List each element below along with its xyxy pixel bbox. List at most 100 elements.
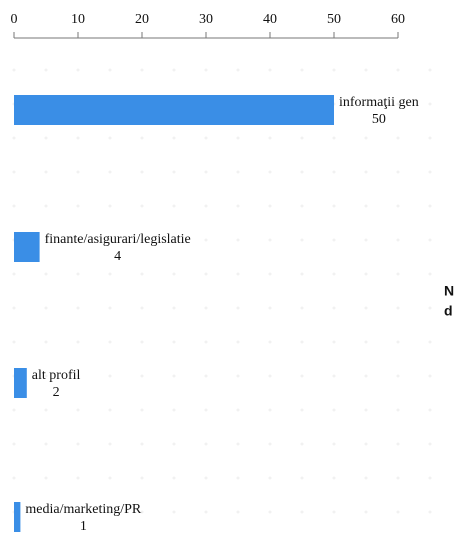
grid-dot xyxy=(428,442,432,446)
grid-dot xyxy=(236,476,240,480)
grid-dot xyxy=(396,340,400,344)
grid-dot xyxy=(76,340,80,344)
grid-dot xyxy=(332,204,336,208)
grid-dot xyxy=(300,408,304,412)
grid-dot xyxy=(268,408,272,412)
grid-dot xyxy=(12,340,16,344)
x-tick-label: 50 xyxy=(327,12,341,27)
grid-dot xyxy=(268,306,272,310)
annotation: d xyxy=(444,303,453,319)
grid-dot xyxy=(364,408,368,412)
grid-dot xyxy=(172,170,176,174)
grid-dot xyxy=(236,170,240,174)
grid-dot xyxy=(108,238,112,242)
grid-dot xyxy=(236,442,240,446)
grid-dot xyxy=(268,204,272,208)
grid-dot xyxy=(332,408,336,412)
grid-dot xyxy=(268,340,272,344)
grid-dot xyxy=(12,476,16,480)
category-label: alt profil xyxy=(32,368,81,383)
grid-dot xyxy=(140,238,144,242)
grid-dot xyxy=(108,510,112,514)
grid-dot xyxy=(140,68,144,72)
bar xyxy=(14,232,40,262)
grid-dot xyxy=(300,442,304,446)
grid-dot xyxy=(300,374,304,378)
grid-dot xyxy=(140,272,144,276)
grid-dot xyxy=(44,442,48,446)
grid-dot xyxy=(364,272,368,276)
grid-dot xyxy=(204,510,208,514)
grid-dot xyxy=(44,272,48,276)
grid-dot xyxy=(76,442,80,446)
grid-dot xyxy=(172,306,176,310)
grid-dot xyxy=(76,68,80,72)
x-tick-label: 60 xyxy=(391,12,405,27)
grid-dot xyxy=(172,68,176,72)
grid-dot xyxy=(300,238,304,242)
grid-dot xyxy=(396,102,400,106)
grid-dot xyxy=(364,102,368,106)
grid-dot xyxy=(12,204,16,208)
grid-dot xyxy=(396,374,400,378)
grid-dot xyxy=(108,374,112,378)
grid-dot xyxy=(396,306,400,310)
grid-dot xyxy=(108,204,112,208)
grid-dot xyxy=(204,170,208,174)
grid-dot xyxy=(396,408,400,412)
grid-dot xyxy=(76,374,80,378)
grid-dot xyxy=(204,408,208,412)
grid-dot xyxy=(364,238,368,242)
grid-dot xyxy=(268,68,272,72)
grid-dot xyxy=(108,136,112,140)
grid-dot xyxy=(300,170,304,174)
grid-dot xyxy=(364,442,368,446)
grid-dot xyxy=(76,306,80,310)
annotation: N xyxy=(444,283,454,299)
grid-dot xyxy=(236,340,240,344)
grid-dot xyxy=(140,510,144,514)
grid-dot xyxy=(396,510,400,514)
grid-dot xyxy=(396,68,400,72)
grid-dot xyxy=(172,442,176,446)
grid-dot xyxy=(12,68,16,72)
grid-dot xyxy=(236,374,240,378)
grid-dot xyxy=(172,238,176,242)
grid-dot xyxy=(236,136,240,140)
value-label: 1 xyxy=(80,519,87,534)
grid-dot xyxy=(12,272,16,276)
grid-dot xyxy=(236,510,240,514)
grid-dot xyxy=(428,204,432,208)
x-tick-label: 40 xyxy=(263,12,277,27)
grid-dot xyxy=(108,170,112,174)
grid-dot xyxy=(268,136,272,140)
grid-dot xyxy=(44,408,48,412)
grid-dot xyxy=(396,476,400,480)
grid-dot xyxy=(12,136,16,140)
grid-dot xyxy=(364,340,368,344)
grid-dot xyxy=(204,340,208,344)
grid-dot xyxy=(44,238,48,242)
grid-dot xyxy=(172,374,176,378)
grid-dot xyxy=(428,68,432,72)
grid-dot xyxy=(332,340,336,344)
grid-dot xyxy=(364,68,368,72)
grid-dot xyxy=(396,204,400,208)
grid-dot xyxy=(364,306,368,310)
grid-dot xyxy=(300,340,304,344)
grid-dot xyxy=(204,136,208,140)
grid-dot xyxy=(300,476,304,480)
grid-dot xyxy=(12,170,16,174)
x-tick-label: 20 xyxy=(135,12,149,27)
grid-dot xyxy=(428,102,432,106)
grid-dot xyxy=(140,170,144,174)
grid-dot xyxy=(108,408,112,412)
grid-dot xyxy=(396,136,400,140)
grid-dot xyxy=(300,204,304,208)
grid-dot xyxy=(396,442,400,446)
grid-dot xyxy=(428,510,432,514)
grid-dot xyxy=(300,306,304,310)
grid-dot xyxy=(364,510,368,514)
grid-dot xyxy=(76,238,80,242)
grid-dot xyxy=(172,272,176,276)
